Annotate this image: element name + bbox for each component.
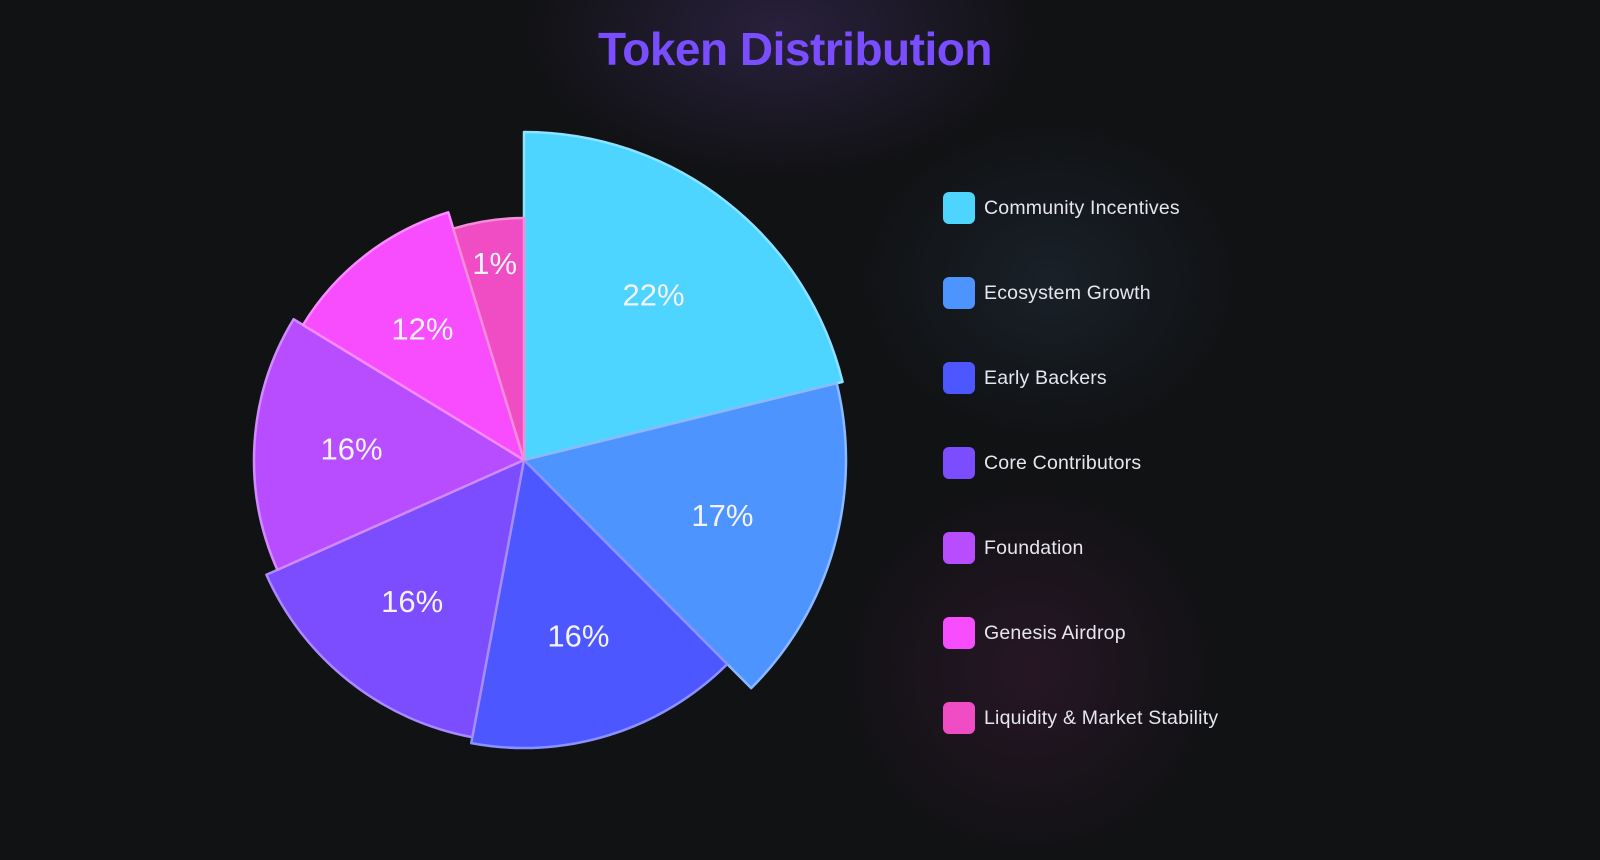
data-label: 22% <box>623 277 685 312</box>
legend-label: Liquidity & Market Stability <box>984 706 1219 729</box>
legend-swatch <box>943 532 975 564</box>
data-label: 16% <box>321 431 383 466</box>
data-label: 12% <box>391 312 453 347</box>
legend-swatch <box>943 192 975 224</box>
legend-swatch <box>943 617 975 649</box>
legend-swatch <box>943 362 975 394</box>
legend-label: Genesis Airdrop <box>984 621 1126 644</box>
legend-item[interactable]: Liquidity & Market Stability <box>943 701 1218 735</box>
legend-item[interactable]: Community Incentives <box>943 191 1218 225</box>
pie-slice-genesis-airdrop[interactable] <box>301 211 526 462</box>
chart-title: Token Distribution <box>598 23 992 75</box>
legend-swatch <box>943 702 975 734</box>
pie-slice-community-incentives[interactable] <box>522 130 844 462</box>
pie-slice-liquidity-market-stability[interactable] <box>451 216 526 462</box>
legend-swatch <box>943 277 975 309</box>
pie-slice-ecosystem-growth[interactable] <box>522 382 848 690</box>
legend-label: Ecosystem Growth <box>984 281 1151 304</box>
data-label: 16% <box>547 619 609 654</box>
pie-slice-core-contributors[interactable] <box>265 458 526 739</box>
legend-label: Early Backers <box>984 366 1107 389</box>
legend-item[interactable]: Ecosystem Growth <box>943 276 1218 310</box>
legend-label: Community Incentives <box>984 196 1180 219</box>
data-label: 16% <box>381 584 443 619</box>
legend-label: Core Contributors <box>984 451 1142 474</box>
legend-item[interactable]: Foundation <box>943 531 1218 565</box>
data-label: 1% <box>472 246 517 281</box>
legend-item[interactable]: Early Backers <box>943 361 1218 395</box>
legend: Community Incentives Ecosystem Growth Earl… <box>943 191 1218 786</box>
pie-slice-early-backers[interactable] <box>469 458 729 750</box>
pie-slice-foundation[interactable] <box>252 317 526 572</box>
legend-swatch <box>943 447 975 479</box>
legend-item[interactable]: Genesis Airdrop <box>943 616 1218 650</box>
data-label: 17% <box>691 498 753 533</box>
legend-label: Foundation <box>984 536 1084 559</box>
legend-item[interactable]: Core Contributors <box>943 446 1218 480</box>
